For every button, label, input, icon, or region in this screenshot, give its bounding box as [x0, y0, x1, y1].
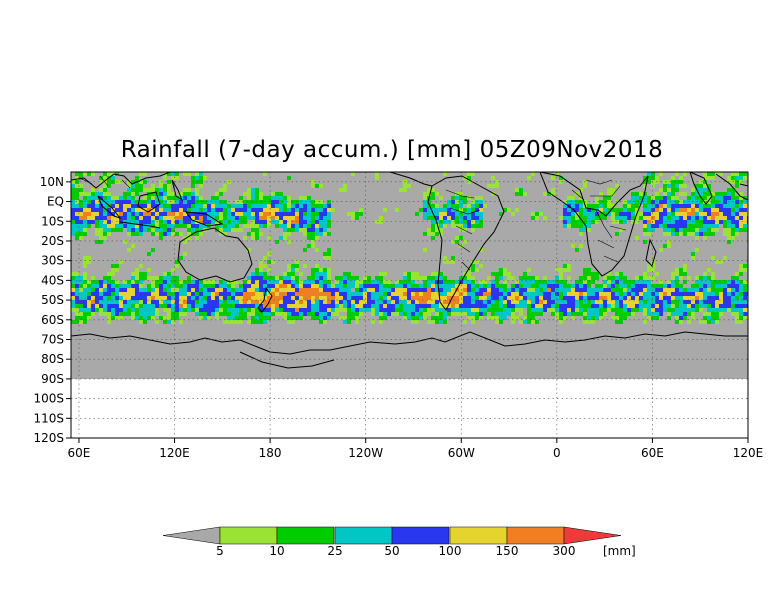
australia-coastline: [177, 227, 253, 283]
lat-tick-label: 120S: [33, 431, 64, 445]
latitude-axis: 10N EQ 10S 20S 30S 40S 50S 60S 70S 80S 90S 100S 110S…: [33, 175, 71, 445]
legend-label: 100: [439, 544, 462, 558]
lat-tick-label: 10S: [41, 214, 64, 228]
ross-ice-coast: [239, 351, 335, 369]
java-coastline: [119, 221, 161, 229]
legend-label: 10: [269, 544, 284, 558]
africa-coastline: [539, 172, 649, 277]
africa-borders: [571, 179, 627, 263]
legend-bin: [506, 526, 565, 545]
lat-tick-label: 30S: [41, 254, 64, 268]
southeast-asia-coastline: [715, 173, 748, 201]
lat-tick-label: 80S: [41, 352, 64, 366]
legend-bin-below-min: [162, 526, 221, 545]
plot-frame: [70, 171, 749, 439]
legend-bin: [219, 526, 278, 545]
legend-label: 300: [553, 544, 576, 558]
lat-tick-label: 70S: [41, 332, 64, 346]
color-legend: 5 10 25 50 100 150 300 [mm]: [162, 526, 636, 558]
central-america-coastline: [389, 172, 433, 187]
east-asia-coastline-right: [739, 183, 748, 187]
lat-tick-label: 60S: [41, 313, 64, 327]
new-guinea-coastline: [184, 211, 224, 227]
sumatra-coastline: [97, 195, 122, 220]
below-90s-region: [71, 379, 748, 438]
lat-tick-label: 20S: [41, 234, 64, 248]
longitude-axis: 60E 120E 180 120W 60W 0 60E 120E: [68, 438, 764, 460]
lat-tick-label: 100S: [33, 392, 64, 406]
lat-tick-label: 50S: [41, 293, 64, 307]
lon-tick-label: 0: [553, 446, 561, 460]
lon-tick-label: 60E: [68, 446, 91, 460]
lat-tick-label: EQ: [47, 195, 64, 209]
borneo-coastline: [137, 191, 161, 213]
lat-tick-label: 90S: [41, 372, 64, 386]
map-plot-area: [70, 171, 749, 439]
legend-unit: [mm]: [603, 544, 636, 558]
legend-bin-above-max: [563, 526, 622, 545]
south-america-coastline: [427, 175, 505, 311]
coastlines: [71, 172, 748, 369]
lat-tick-label: 40S: [41, 273, 64, 287]
lon-tick-label: 120E: [159, 446, 190, 460]
rainfall-field: [71, 172, 748, 324]
legend-label: 150: [496, 544, 519, 558]
india-coastline: [689, 172, 713, 205]
asia-borders: [79, 175, 131, 189]
south-america-borders: [445, 189, 481, 271]
legend-label: 5: [216, 544, 224, 558]
legend-label: 50: [384, 544, 399, 558]
lon-tick-label: 120E: [733, 446, 764, 460]
lat-tick-label: 10N: [40, 175, 64, 189]
legend-bin: [334, 526, 393, 545]
antarctica-coastline: [71, 331, 748, 355]
legend-bin: [276, 526, 335, 545]
lat-tick-label: 110S: [33, 411, 64, 425]
legend-label: 25: [327, 544, 342, 558]
lon-tick-label: 60W: [448, 446, 475, 460]
new-zealand-coastline: [257, 286, 273, 313]
legend-bin: [449, 526, 508, 545]
grid-lines: [71, 172, 748, 438]
lon-tick-label: 120W: [348, 446, 383, 460]
lon-tick-label: 60E: [641, 446, 664, 460]
map-title: Rainfall (7-day accum.) [mm] 05Z09Nov201…: [120, 137, 664, 163]
lon-tick-label: 180: [259, 446, 282, 460]
madagascar-coastline: [645, 238, 657, 267]
legend-bin: [391, 526, 450, 545]
